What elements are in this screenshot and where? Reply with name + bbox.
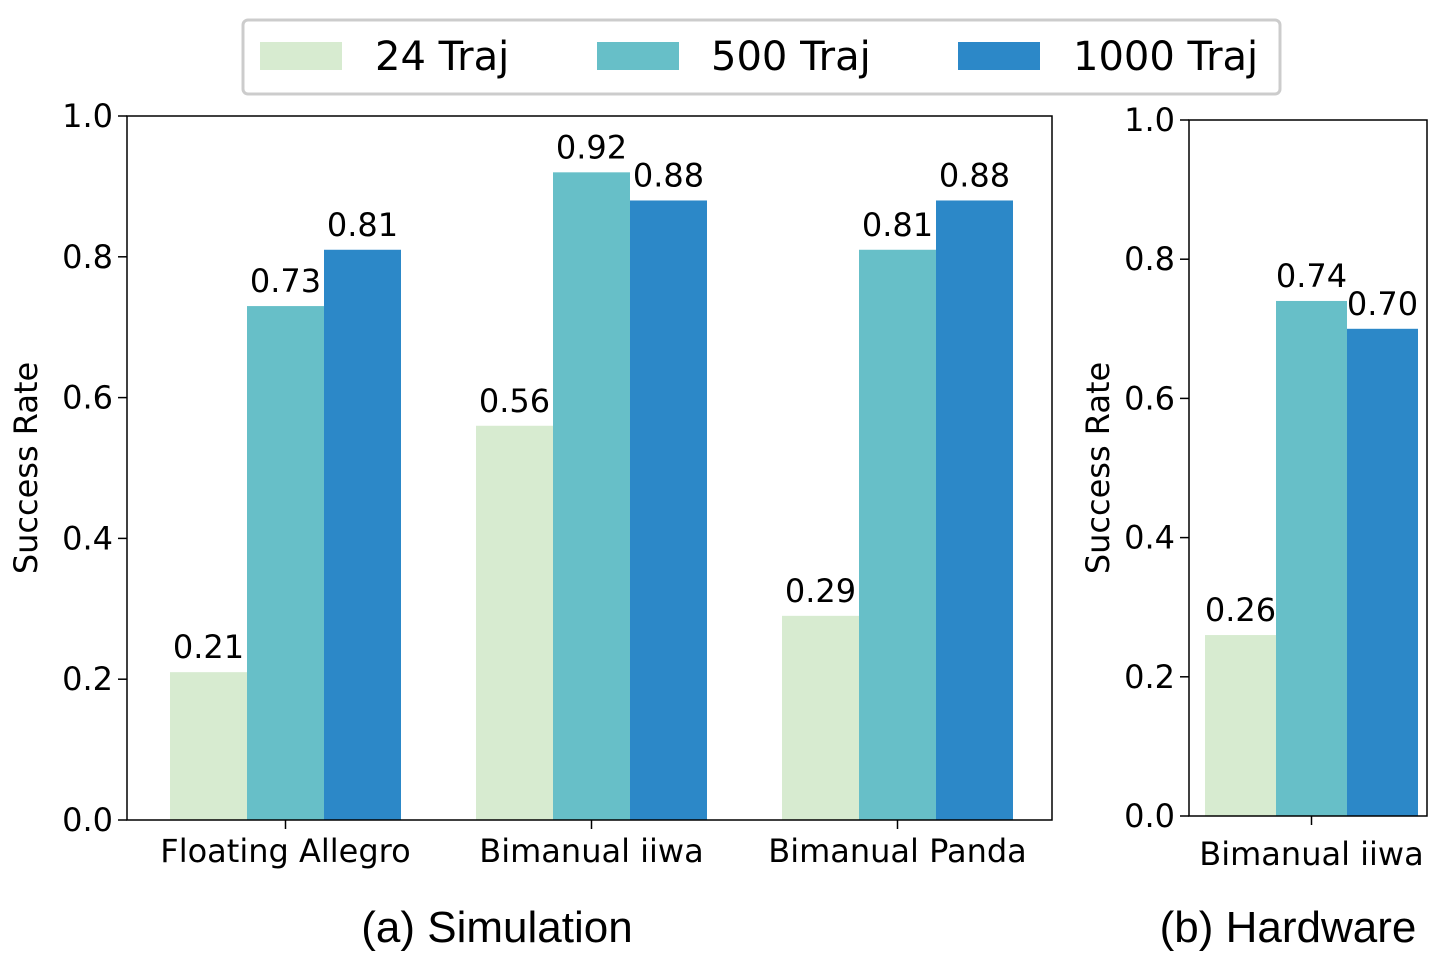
simulation-y-tick-label: 0.0 (62, 801, 113, 839)
hardware-y-tick-label: 1.0 (1124, 101, 1175, 139)
legend-swatch-24-traj (260, 42, 342, 70)
hardware-caption: (b) Hardware (1160, 903, 1417, 952)
bar-bimanual-iiwa-500-traj (1276, 300, 1347, 817)
bar-floating-allegro-1000-traj (324, 249, 401, 820)
simulation-y-ticks: 0.0 0.2 0.4 0.6 0.8 1.0 (62, 97, 127, 839)
value-label-bimanual-iiwa-24-traj: 0.56 (479, 382, 550, 420)
simulation-panel: 0.00.20.40.60.81.0 0.210.730.810.560.920… (7, 97, 1053, 952)
hardware-y-tick-label: 0.4 (1124, 519, 1175, 557)
bar-bimanual-iiwa-500-traj (553, 172, 630, 820)
bar-bimanual-panda-500-traj (859, 249, 936, 820)
value-label-floating-allegro-1000-traj: 0.81 (327, 206, 398, 244)
simulation-x-tick-label-bimanual-panda: Bimanual Panda (768, 832, 1027, 870)
value-label-bimanual-panda-500-traj: 0.81 (862, 206, 933, 244)
hardware-x-tick-label-bimanual-iiwa: Bimanual iiwa (1199, 835, 1423, 873)
bar-bimanual-panda-1000-traj (936, 200, 1013, 821)
value-label-bimanual-iiwa-24-traj: 0.26 (1205, 591, 1276, 629)
simulation-y-tick-label: 0.4 (62, 519, 113, 557)
simulation-y-tick-label: 0.2 (62, 660, 113, 698)
value-label-bimanual-panda-24-traj: 0.29 (785, 572, 856, 610)
value-label-bimanual-iiwa-1000-traj: 0.70 (1347, 285, 1418, 323)
hardware-y-tick-label: 0.2 (1124, 658, 1175, 696)
hardware-y-ticks: 0.0 0.2 0.4 0.6 0.8 1.0 (1124, 101, 1189, 835)
legend-swatch-1000-traj (958, 42, 1040, 70)
hardware-x-tick-labels: Bimanual iiwa (1199, 816, 1424, 873)
simulation-y-tick-label: 0.6 (62, 379, 113, 417)
simulation-caption: (a) Simulation (361, 903, 632, 952)
simulation-y-axis-label: Success Rate (7, 362, 45, 574)
hardware-value-labels: 0.26 0.740.70 (1205, 257, 1418, 629)
value-label-bimanual-iiwa-500-traj: 0.74 (1276, 257, 1347, 295)
simulation-axes-frame (126, 115, 1053, 821)
legend-swatch-500-traj (597, 42, 679, 70)
hardware-bars (1205, 300, 1418, 817)
value-label-bimanual-panda-1000-traj: 0.88 (939, 156, 1010, 194)
hardware-y-tick-label: 0.0 (1124, 797, 1175, 835)
simulation-y-tick-label: 0.8 (62, 238, 113, 276)
hardware-y-tick-label: 0.6 (1124, 379, 1175, 417)
simulation-x-tick-labels: Floating Allegro Bimanual iiwa Bimanual Pa… (160, 820, 1027, 870)
value-label-bimanual-iiwa-1000-traj: 0.88 (633, 156, 704, 194)
legend: 24 Traj 500 Traj 1000 Traj (241, 18, 1282, 96)
bar-bimanual-iiwa-1000-traj (630, 200, 707, 821)
legend-label-500-traj: 500 Traj (711, 34, 871, 80)
legend-label-24-traj: 24 Traj (375, 34, 509, 80)
legend-frame (241, 18, 1282, 96)
value-label-floating-allegro-24-traj: 0.21 (173, 628, 244, 666)
bar-bimanual-iiwa-1000-traj (1347, 328, 1418, 816)
hardware-y-tick-label: 0.8 (1124, 240, 1175, 278)
simulation-x-tick-label-bimanual-iiwa: Bimanual iiwa (479, 832, 703, 870)
hardware-y-axis-label: Success Rate (1079, 362, 1117, 574)
simulation-bars (170, 172, 1013, 821)
hardware-axes-frame (1188, 119, 1428, 817)
simulation-value-labels: 0.210.730.810.560.920.880.290.810.88 (173, 128, 1010, 666)
bar-floating-allegro-24-traj (170, 672, 247, 820)
legend-label-1000-traj: 1000 Traj (1073, 34, 1258, 80)
value-label-floating-allegro-500-traj: 0.73 (250, 262, 321, 300)
simulation-x-tick-label-floating-allegro: Floating Allegro (160, 832, 410, 870)
hardware-panel: 0.0 0.2 0.4 0.6 0.8 1.0 0.26 0.740.70 Bimanual… (1079, 101, 1428, 952)
bar-bimanual-iiwa-24-traj (1205, 635, 1276, 816)
value-label-bimanual-iiwa-500-traj: 0.92 (556, 128, 627, 166)
bar-bimanual-panda-24-traj (782, 615, 859, 820)
bar-bimanual-iiwa-24-traj (476, 425, 553, 820)
bar-floating-allegro-500-traj (247, 306, 324, 821)
simulation-y-tick-label: 1.0 (62, 97, 113, 135)
